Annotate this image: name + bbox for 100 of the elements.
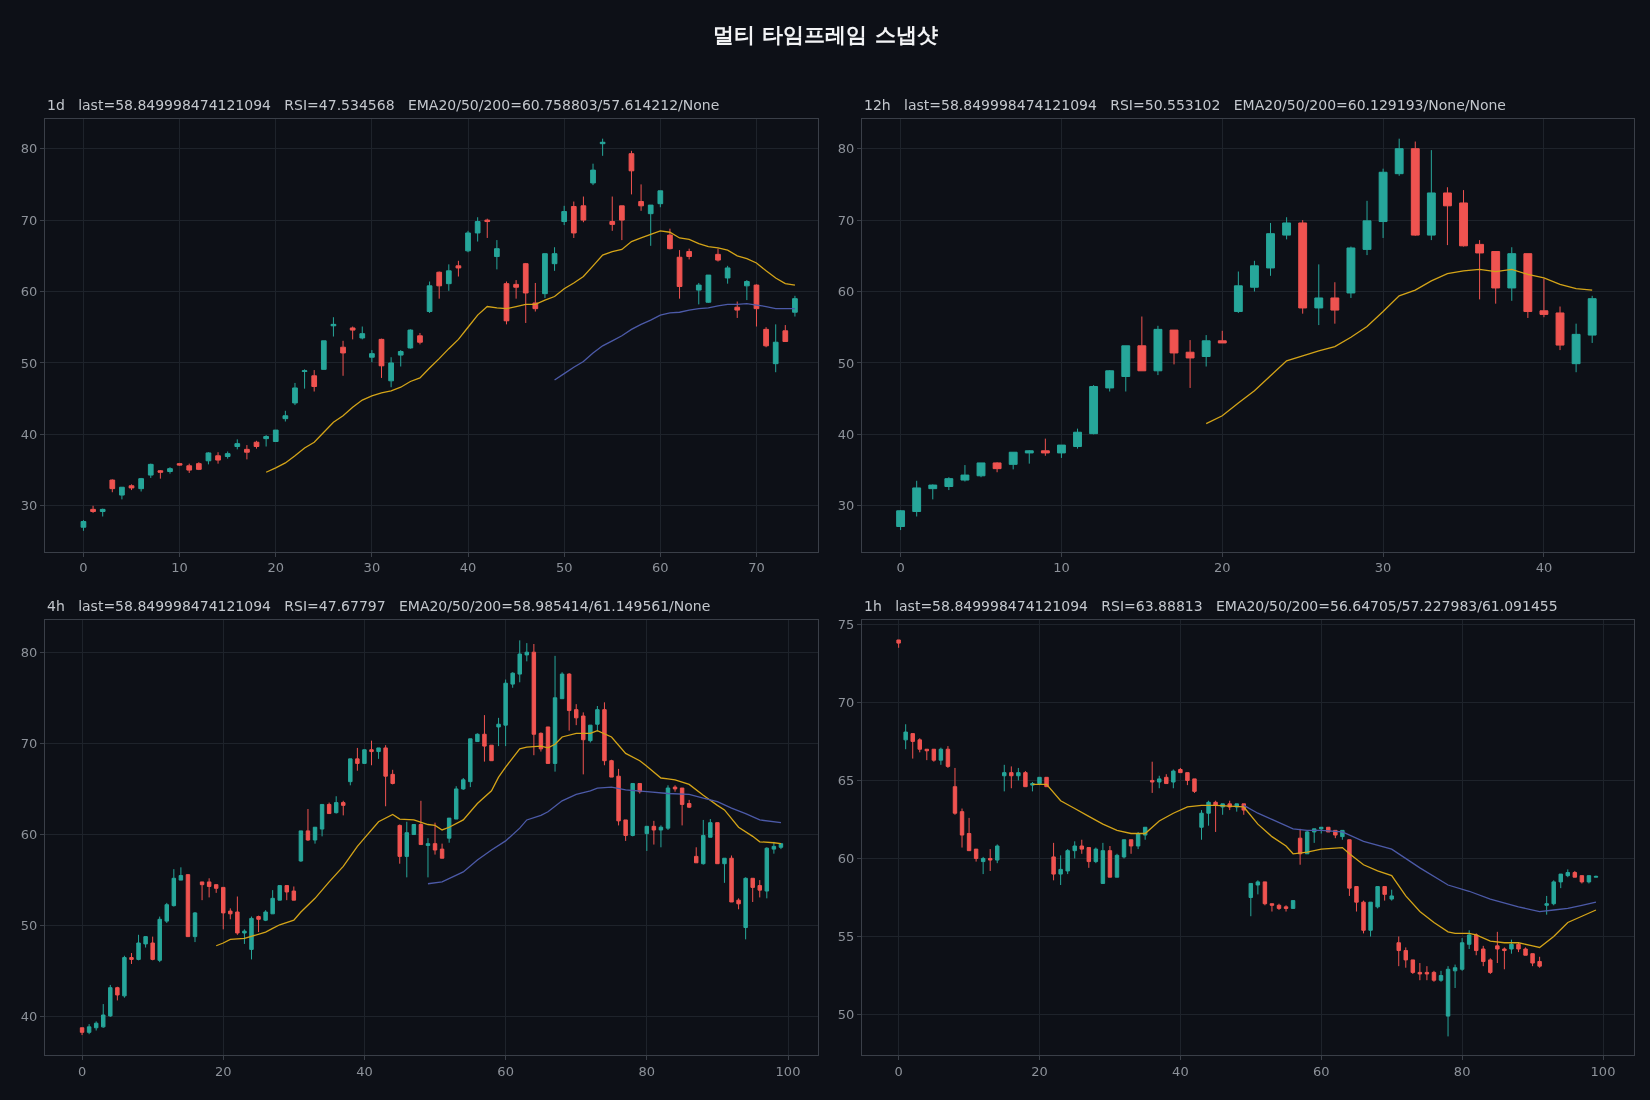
x-tick-label: 70 [748,560,765,576]
candlestick [715,248,721,263]
x-tick-label: 40 [1172,1063,1189,1079]
candlestick [319,803,325,837]
candlestick [665,784,671,831]
candlestick [1555,306,1565,351]
candlestick [945,745,951,769]
candlestick [750,877,755,903]
candlestick [1530,953,1535,967]
candlestick [206,877,212,898]
candlestick [1537,956,1542,969]
candlestick [79,1027,85,1036]
candlestick [1040,438,1050,457]
candlestick [1255,879,1261,895]
candlestick [453,785,459,820]
candlestick [552,655,558,773]
candlestick [1016,767,1021,781]
candlestick [108,984,113,1018]
candlestick [616,768,621,826]
candlestick [510,671,515,689]
candlestick [86,1023,92,1035]
candlestick [1073,428,1082,450]
candlestick [475,732,480,743]
candlestick [128,483,135,491]
candlestick [701,819,706,866]
candlestick [235,896,240,936]
candlestick [1217,330,1227,344]
candlestick [503,281,510,325]
candlestick [1396,936,1401,967]
candlestick [778,843,784,850]
candlestick [782,324,789,343]
candlestick [355,747,360,772]
candlestick [619,205,625,241]
candlestick [425,837,431,878]
candlestick [694,846,699,864]
candlestick [517,639,522,683]
candlestick [1410,959,1416,975]
candlestick [647,204,654,247]
candlestick [305,808,311,842]
candlestick [1523,253,1533,319]
candlestick [397,824,402,865]
candlestick [341,800,346,816]
candlestick [1346,246,1356,299]
candlestick [282,410,289,423]
line-series [1031,783,1597,949]
candlestick [513,279,519,300]
line-series [215,729,782,947]
candlestick [503,679,508,747]
candlestick [1249,260,1259,293]
candlestick [658,824,664,848]
candlestick [724,265,731,285]
candlestick [378,338,385,379]
candlestick [561,205,568,226]
candlestick [1314,263,1324,326]
candlestick [1233,271,1243,314]
candlestick [176,462,183,467]
candlestick [1361,900,1366,934]
candlestick [362,749,367,764]
candlestick [1248,882,1254,917]
candlestick [763,326,769,348]
candlestick [938,747,944,766]
candlestick [542,253,548,299]
candlestick [1114,853,1120,878]
y-tick-label: 60 [837,851,855,867]
candlestick [987,848,993,872]
candlestick [559,671,565,700]
candlestick [695,282,702,305]
candlestick [651,820,657,846]
candlestick [311,369,318,393]
candlestick [397,349,404,368]
candlestick [263,434,269,448]
candlestick [234,438,241,450]
candlestick [757,879,762,898]
candlestick [744,279,750,301]
chart-title: 4h last=58.849998474121094 RSI=47.67797 EMA20/50/200=58.985414/61.149561/None [47,598,711,614]
y-tick-label: 70 [837,694,855,710]
candlestick [524,642,530,662]
candlestick [532,282,539,313]
candlestick [931,748,937,763]
x-tick-label: 0 [894,1063,903,1079]
candlestick [320,340,327,370]
x-tick-label: 20 [267,560,285,576]
x-tick-label: 0 [79,560,88,576]
candlestick [1121,345,1131,393]
candlestick [445,263,452,292]
candlestick [489,744,494,762]
y-tick-label: 80 [837,141,855,157]
candlestick [722,857,727,884]
y-tick-label: 55 [837,929,855,945]
candlestick [1079,839,1084,855]
candlestick [628,150,635,195]
y-tick-label: 50 [20,355,38,371]
x-tick-label: 0 [77,1063,87,1079]
candlestick [1169,329,1179,365]
x-tick-label: 60 [497,1063,514,1079]
candlestick [566,672,572,732]
y-tick-label: 70 [20,212,38,228]
candlestick [667,228,673,250]
y-tick-label: 60 [20,827,38,843]
line-series [1243,804,1597,913]
